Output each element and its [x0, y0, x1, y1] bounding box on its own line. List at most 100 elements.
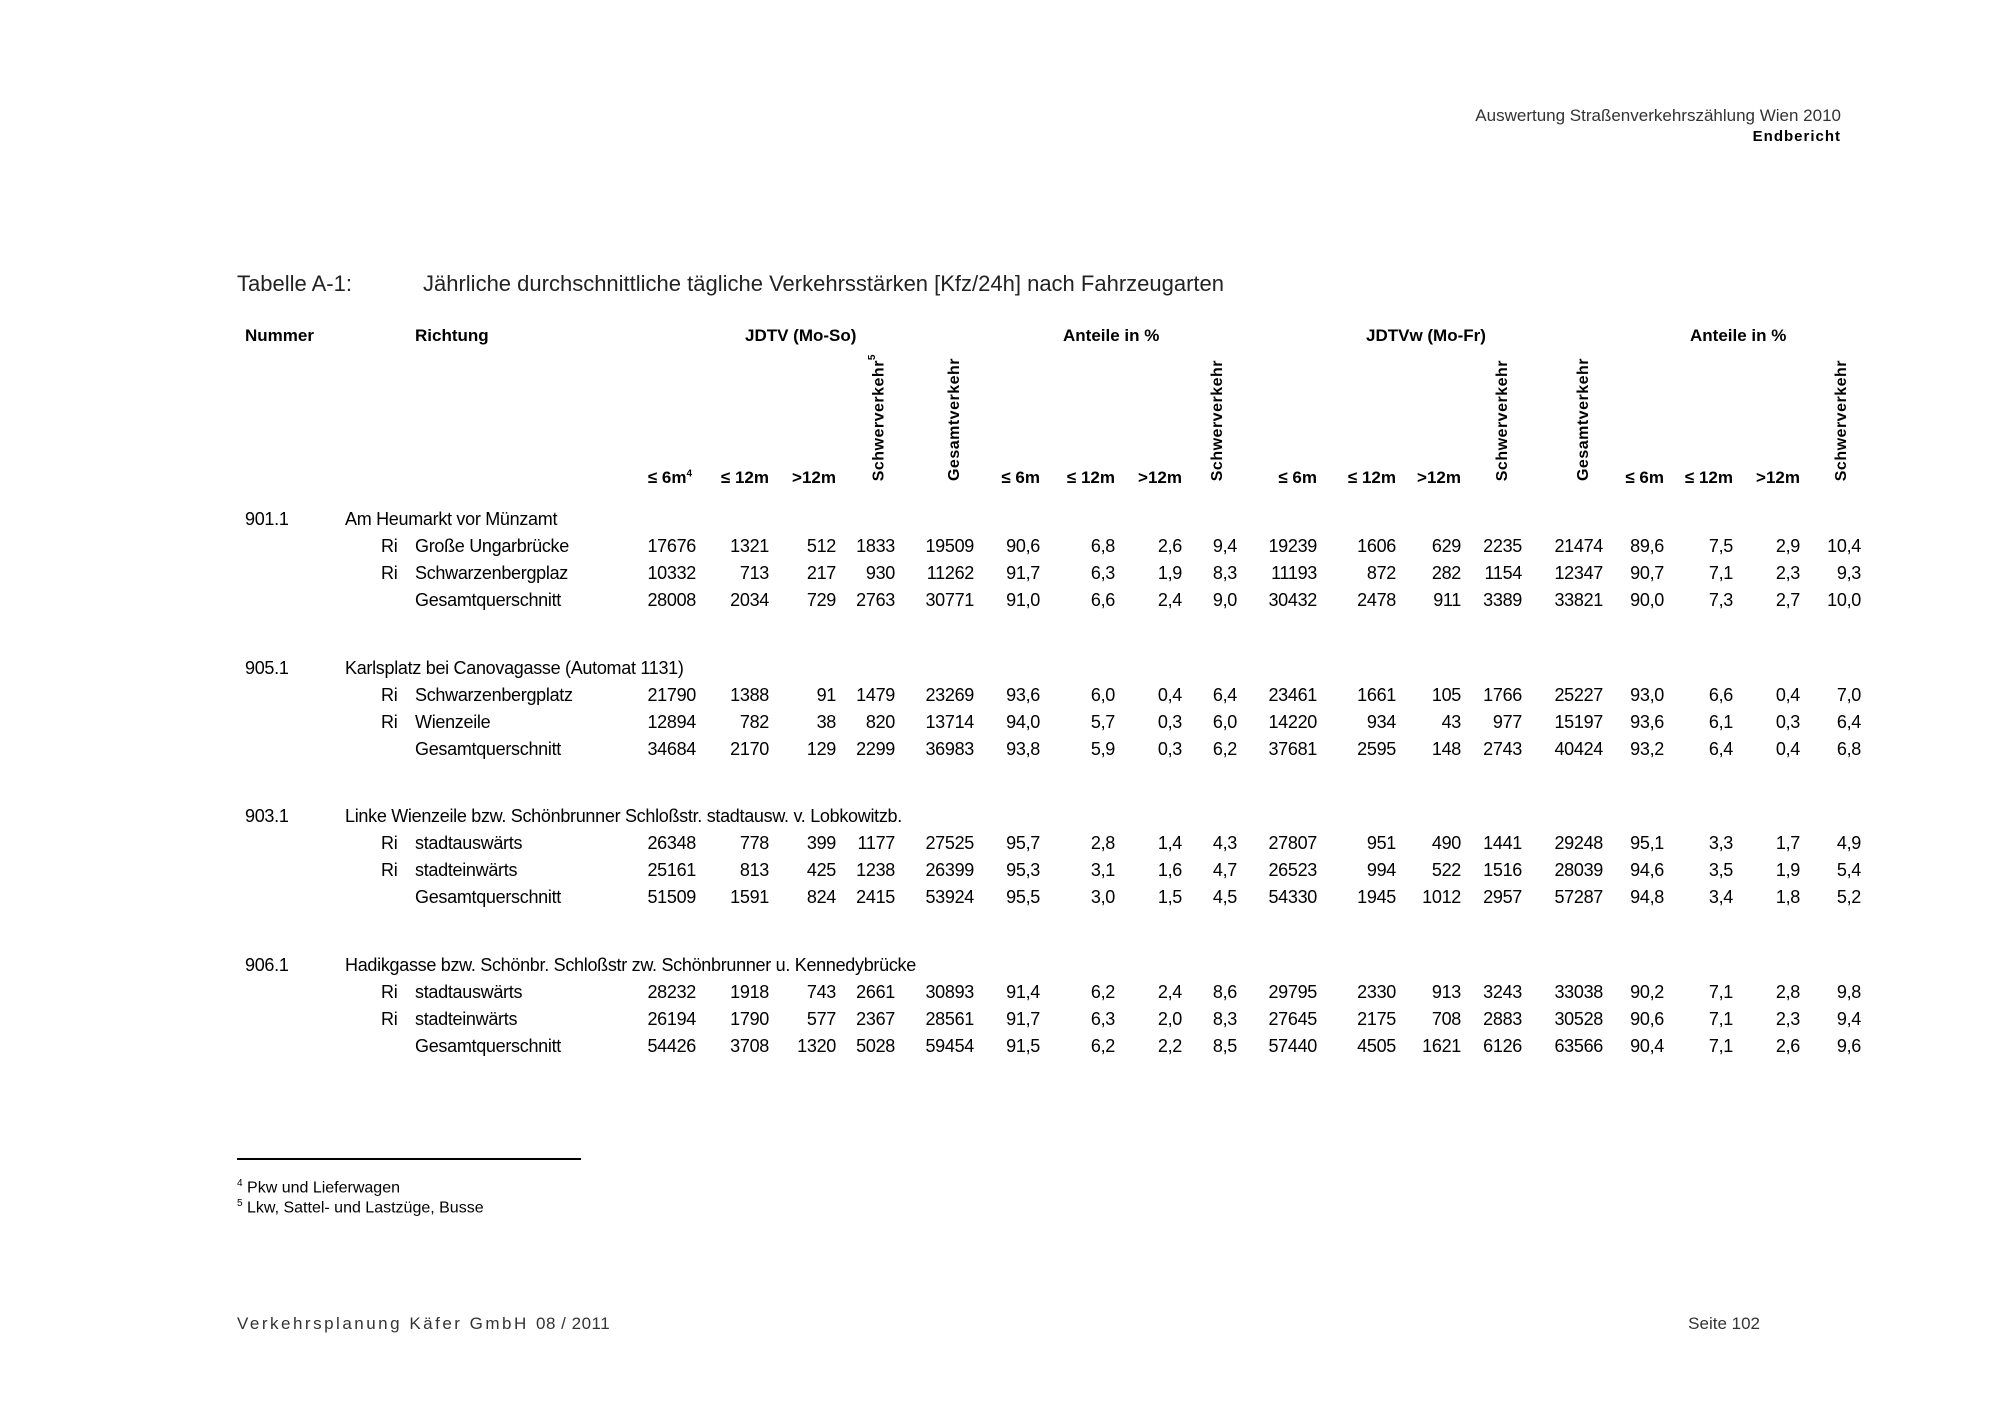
row-label: Gesamtquerschnitt — [415, 887, 561, 907]
table-cell: 1,6 — [1157, 860, 1182, 880]
subheader-text: ≤ 12m — [1684, 468, 1733, 487]
table-cell: 1945 — [1357, 887, 1396, 907]
table-cell: 824 — [806, 887, 836, 907]
table-cell: 6,4 — [1212, 684, 1237, 705]
table-cell: 1,7 — [1775, 833, 1800, 853]
table-cell: 9,6 — [1836, 1035, 1861, 1056]
table-cell: 90,4 — [1630, 1035, 1664, 1056]
table-cell: 94,6 — [1630, 860, 1664, 880]
footer-company: Verkehrsplanung Käfer GmbH 08 / 2011 — [237, 1314, 611, 1333]
table-cell: 713 — [739, 563, 769, 583]
table-cell: 21790 — [647, 684, 696, 705]
subheader-text: Gesamtverkehr — [946, 357, 963, 481]
table-cell: 2,0 — [1157, 1008, 1182, 1029]
direction-prefix: Ri — [381, 684, 398, 705]
table-cell: 10,0 — [1827, 590, 1861, 610]
row-label: stadteinwärts — [415, 860, 518, 880]
table-cell: 6,0 — [1212, 711, 1237, 732]
table-cell: 2,6 — [1775, 1035, 1800, 1056]
table-cell: 43 — [1441, 711, 1462, 732]
table-caption-text: Jährliche durchschnittliche tägliche Ver… — [423, 271, 1224, 296]
header-jdtvw: JDTVw (Mo-Fr) — [1366, 326, 1486, 345]
table-cell: 7,1 — [1708, 563, 1733, 583]
table-cell: 2,7 — [1775, 590, 1800, 610]
table-cell: 34684 — [647, 738, 696, 759]
table-cell: 0,3 — [1775, 711, 1800, 732]
table-cell: 93,6 — [1630, 711, 1664, 732]
table-cell: 6,0 — [1090, 684, 1115, 705]
direction-prefix: Ri — [381, 536, 398, 556]
table-cell: 994 — [1366, 860, 1396, 880]
table-cell: 6,2 — [1090, 981, 1115, 1002]
table-cell: 2,6 — [1157, 536, 1182, 556]
direction-prefix: Ri — [381, 860, 398, 880]
table-cell: 1321 — [730, 536, 769, 556]
row-label: Gesamtquerschnitt — [415, 1035, 561, 1056]
row-label: Gesamtquerschnitt — [415, 738, 561, 759]
table-cell: 743 — [806, 981, 836, 1002]
table-cell: 91,4 — [1006, 981, 1040, 1002]
table-cell: 7,0 — [1836, 684, 1861, 705]
table-cell: 708 — [1431, 1008, 1461, 1029]
table-cell: 57440 — [1268, 1035, 1317, 1056]
table-cell: 2367 — [856, 1008, 895, 1029]
table-cell: 1606 — [1357, 536, 1396, 556]
subheader-text: Schwerverkehr — [1209, 359, 1226, 481]
table-cell: 25227 — [1554, 684, 1603, 705]
row-label: stadtauswärts — [415, 981, 523, 1002]
table-cell: 820 — [865, 711, 895, 732]
row-label: Schwarzenbergplatz — [415, 684, 573, 705]
table-cell: 2170 — [730, 738, 769, 759]
table-cell: 872 — [1366, 563, 1396, 583]
table-cell: 9,4 — [1212, 536, 1237, 556]
table-cell: 3243 — [1483, 981, 1522, 1002]
table-cell: 2299 — [856, 738, 895, 759]
table-cell: 40424 — [1554, 738, 1603, 759]
table-cell: 6,4 — [1836, 711, 1861, 732]
table-cell: 2595 — [1357, 738, 1396, 759]
table-cell: 95,5 — [1006, 887, 1040, 907]
direction-prefix: Ri — [381, 711, 398, 732]
table-cell: 93,8 — [1006, 738, 1040, 759]
table-cell: 19509 — [925, 536, 974, 556]
subheader-text: >12m — [1417, 468, 1461, 487]
table-cell: 10332 — [647, 563, 696, 583]
table-cell: 3,1 — [1090, 860, 1115, 880]
table-cell: 27645 — [1268, 1008, 1317, 1029]
footnote-mark: 4 — [237, 1178, 243, 1189]
table-cell: 6,3 — [1090, 1008, 1115, 1029]
table-cell: 729 — [806, 590, 836, 610]
subheader-col-0: ≤ 6m4 — [602, 468, 692, 488]
direction-prefix: Ri — [381, 563, 398, 583]
table-cell: 53924 — [925, 887, 974, 907]
table-cell: 2661 — [856, 981, 895, 1002]
subheader-text: Gesamtverkehr — [1575, 357, 1592, 481]
group-number: 901.1 — [245, 509, 289, 529]
table-cell: 951 — [1366, 833, 1396, 853]
table-cell: 1918 — [730, 981, 769, 1002]
table-cell: 13714 — [925, 711, 974, 732]
table-cell: 29795 — [1268, 981, 1317, 1002]
table-cell: 2175 — [1357, 1008, 1396, 1029]
table-cell: 1,9 — [1775, 860, 1800, 880]
table-cell: 2,8 — [1775, 981, 1800, 1002]
table-cell: 28561 — [925, 1008, 974, 1029]
table-cell: 8,3 — [1212, 563, 1237, 583]
table-cell: 91,5 — [1006, 1035, 1040, 1056]
table-cell: 1012 — [1422, 887, 1461, 907]
table-cell: 5,9 — [1090, 738, 1115, 759]
table-cell: 11193 — [1271, 563, 1317, 583]
row-label: Große Ungarbrücke — [415, 536, 569, 556]
footnote-ref: 4 — [686, 468, 692, 480]
table-cell: 911 — [1433, 590, 1461, 610]
table-cell: 4,7 — [1212, 860, 1237, 880]
subheader-col-1: ≤ 12m — [679, 468, 769, 488]
subheader-text: >12m — [792, 468, 836, 487]
table-cell: 25161 — [647, 860, 696, 880]
table-cell: 6,8 — [1836, 738, 1861, 759]
subheader-text: >12m — [1756, 468, 1800, 487]
group-number: 903.1 — [245, 806, 289, 826]
table-cell: 2478 — [1357, 590, 1396, 610]
table-cell: 3708 — [730, 1035, 769, 1056]
subheader-text: ≤ 6m — [1278, 468, 1317, 487]
